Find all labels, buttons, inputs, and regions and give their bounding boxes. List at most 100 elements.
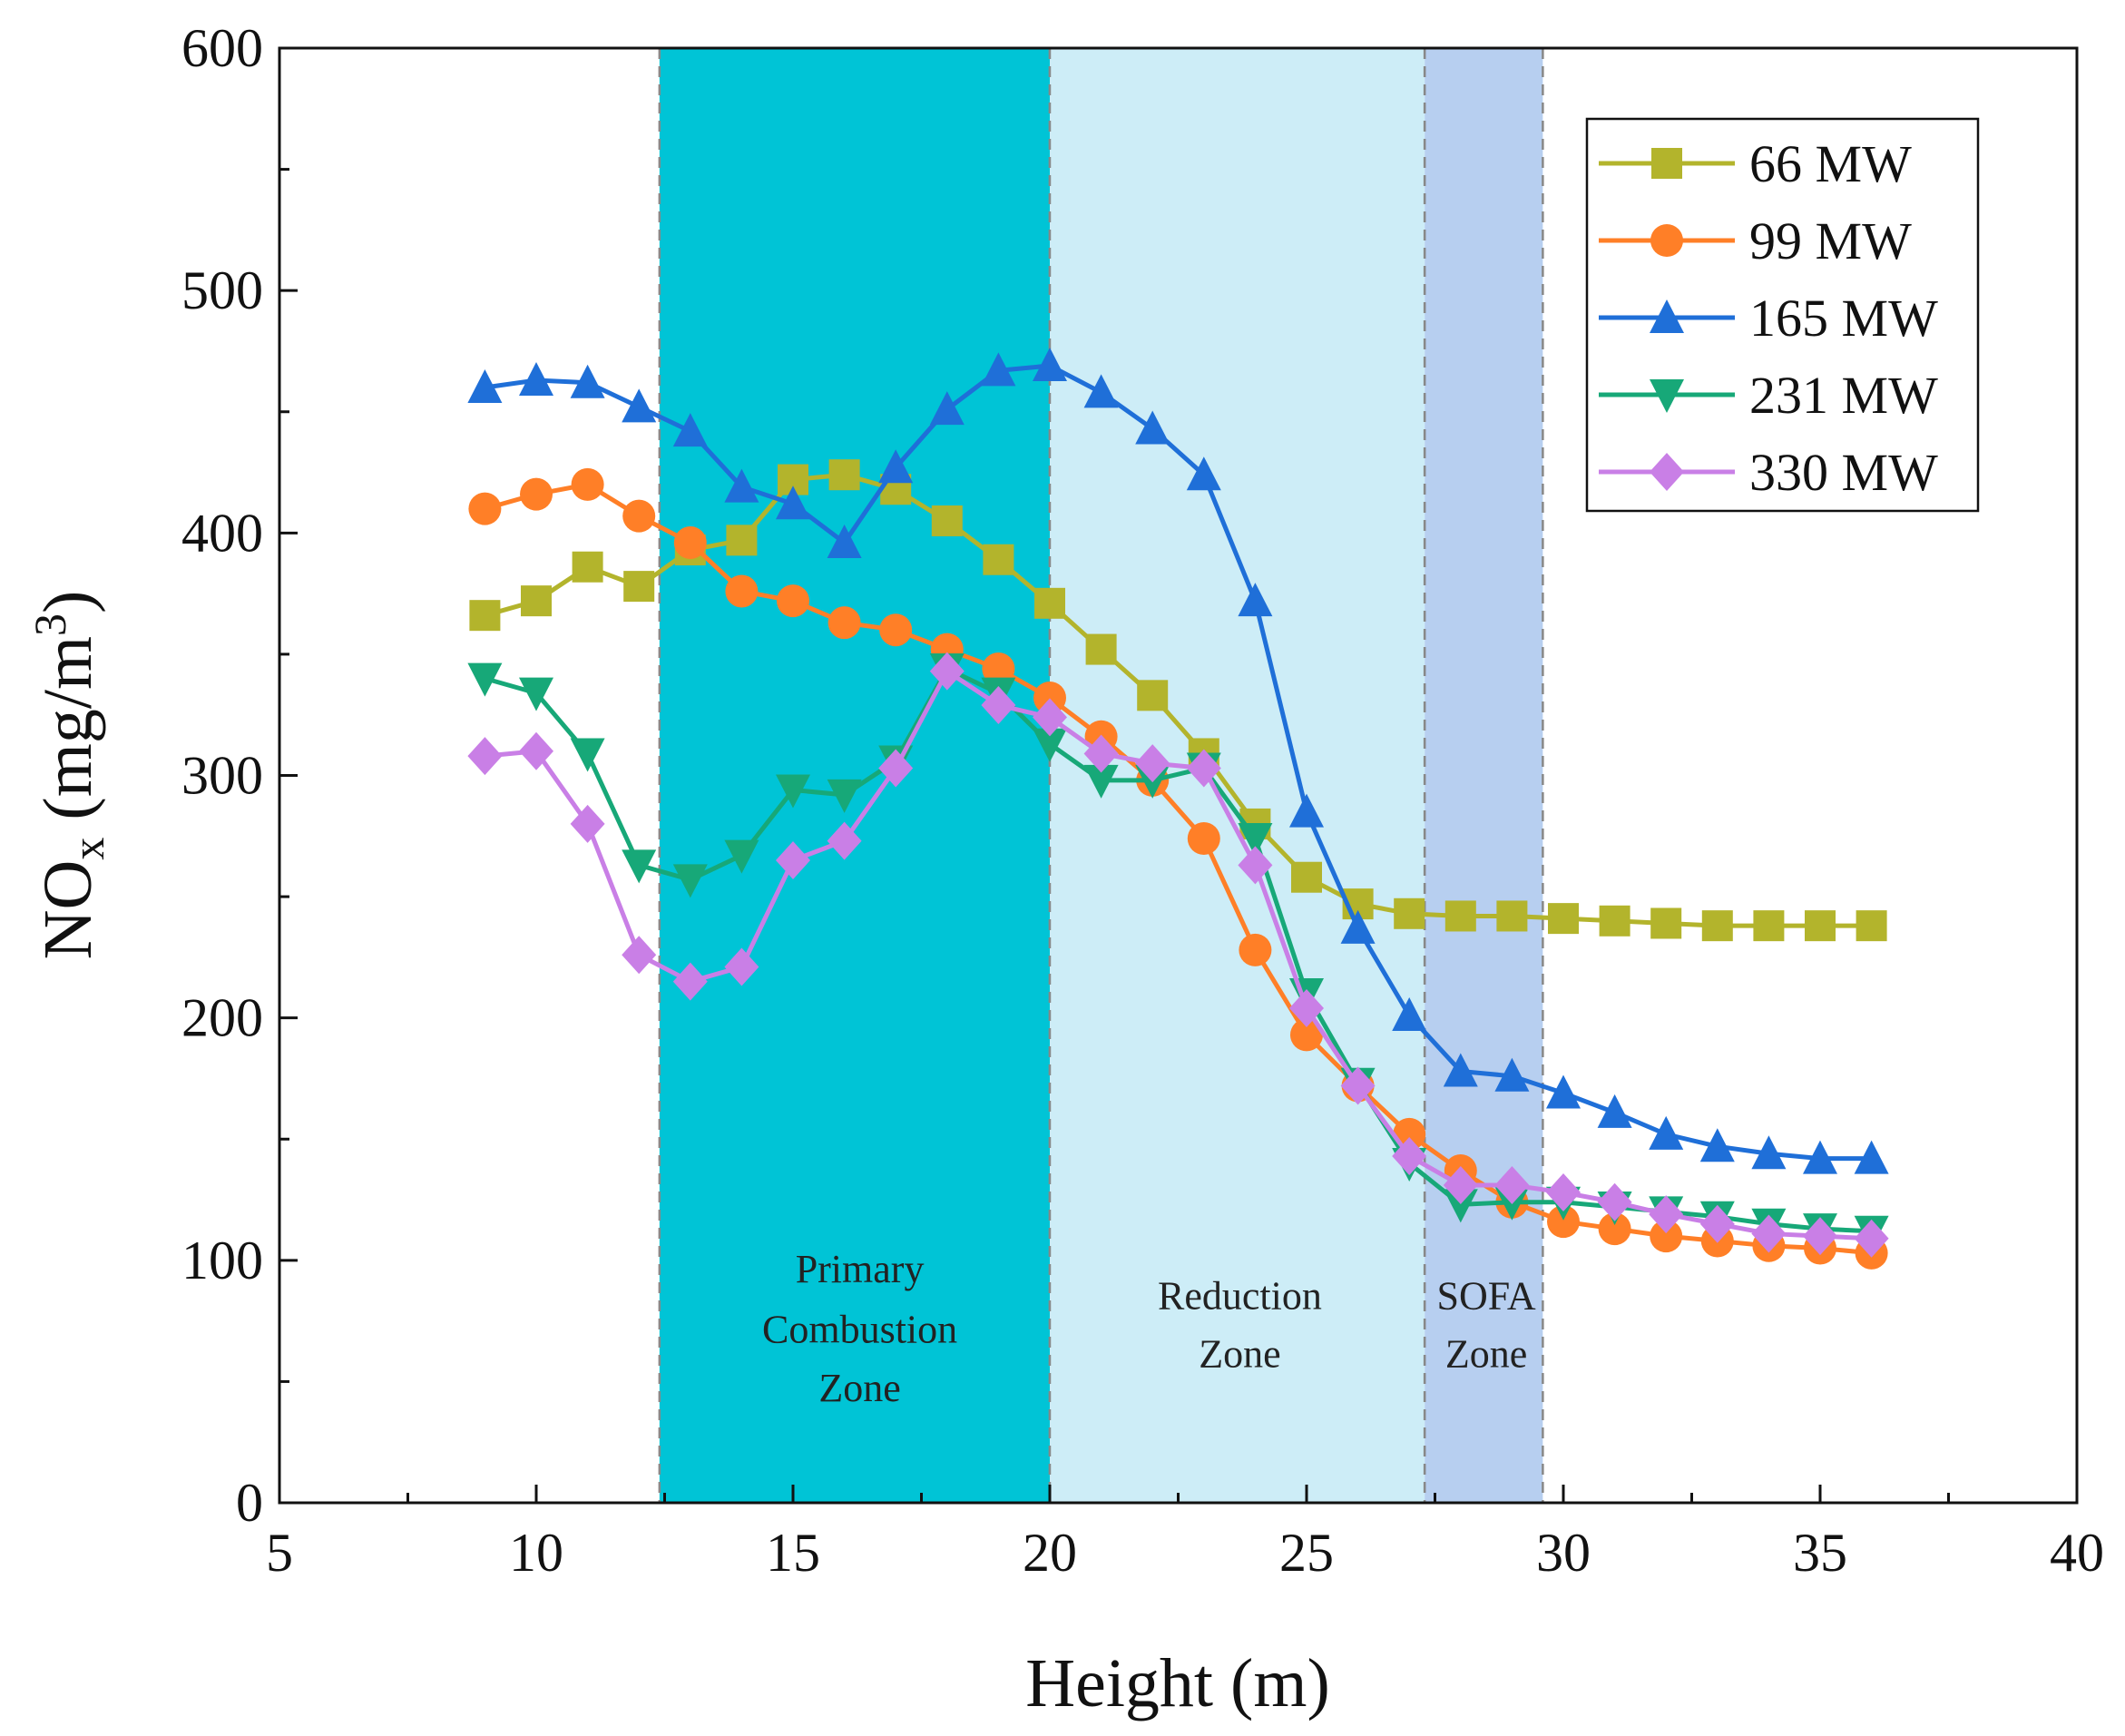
data-point xyxy=(672,962,708,1001)
plot-frame xyxy=(278,46,2079,1505)
data-point xyxy=(1034,587,1065,619)
data-point xyxy=(1444,900,1476,932)
legend-label: 66 MW xyxy=(1749,134,1912,193)
x-tick-label: 30 xyxy=(1536,1523,1591,1583)
data-point xyxy=(1805,910,1836,942)
data-point xyxy=(1239,933,1272,966)
y-tick-label: 200 xyxy=(181,988,263,1048)
zone-band xyxy=(1425,48,1543,1503)
data-point xyxy=(1186,456,1221,491)
data-point xyxy=(673,526,707,560)
y-tick-label: 500 xyxy=(181,260,263,320)
data-point xyxy=(1753,910,1785,942)
data-point xyxy=(572,551,603,583)
data-point xyxy=(1598,1212,1631,1246)
data-point xyxy=(1650,907,1682,939)
data-point xyxy=(1751,1135,1787,1170)
data-point xyxy=(571,467,604,501)
x-tick-label: 5 xyxy=(266,1523,293,1583)
series-line xyxy=(485,668,1872,1241)
data-point xyxy=(622,499,656,533)
data-point xyxy=(931,505,963,536)
data-point xyxy=(1289,988,1324,1027)
data-point xyxy=(981,686,1016,725)
data-point xyxy=(929,652,965,691)
x-tick-label: 40 xyxy=(2050,1523,2104,1583)
data-point xyxy=(1238,846,1273,885)
series-line xyxy=(485,363,1872,1162)
data-point xyxy=(827,779,862,813)
data-point xyxy=(468,492,502,525)
data-point xyxy=(519,362,553,397)
series-line xyxy=(484,472,1872,928)
data-point xyxy=(1854,1140,1889,1174)
y-tick-label: 600 xyxy=(181,18,263,78)
data-point xyxy=(1803,1140,1837,1174)
data-series xyxy=(467,347,1889,1270)
data-point xyxy=(1803,1217,1837,1256)
data-point xyxy=(725,574,759,608)
legend-marker xyxy=(1651,148,1682,179)
data-point xyxy=(1494,1166,1530,1205)
data-point xyxy=(1290,1018,1323,1052)
data-point xyxy=(1856,910,1887,942)
data-point xyxy=(1650,1220,1683,1253)
data-point xyxy=(622,388,657,423)
series-330-mw xyxy=(467,652,1889,1258)
data-point xyxy=(519,731,553,770)
zone-label: SOFA xyxy=(1436,1273,1535,1318)
legend-marker xyxy=(1650,299,1684,333)
data-point xyxy=(1649,1195,1684,1234)
data-point xyxy=(1546,1074,1581,1109)
data-point xyxy=(724,947,759,986)
zone-label: Combustion xyxy=(762,1308,957,1352)
data-point xyxy=(467,369,503,404)
data-point xyxy=(570,738,605,772)
data-point xyxy=(1083,374,1119,408)
legend-marker xyxy=(1650,224,1683,257)
data-point xyxy=(827,606,861,640)
data-point xyxy=(777,584,809,618)
data-point xyxy=(981,352,1016,387)
data-point xyxy=(982,652,1015,685)
data-point xyxy=(1238,583,1273,617)
data-point xyxy=(570,804,605,843)
data-point xyxy=(1083,734,1119,773)
data-point xyxy=(776,485,810,520)
data-point xyxy=(724,468,759,503)
data-point xyxy=(1649,1115,1684,1150)
data-point xyxy=(1033,728,1067,762)
data-point xyxy=(776,774,810,809)
data-point xyxy=(1238,822,1273,857)
data-point xyxy=(1699,1128,1735,1162)
data-point xyxy=(1599,905,1630,937)
data-point xyxy=(570,364,605,398)
data-point xyxy=(1083,764,1119,799)
data-point xyxy=(1033,347,1067,381)
series-66-mw xyxy=(469,459,1887,942)
data-point xyxy=(623,571,655,603)
data-point xyxy=(622,849,657,884)
data-point xyxy=(828,459,860,491)
data-point xyxy=(724,839,759,874)
data-point xyxy=(1186,749,1221,788)
data-point xyxy=(1033,698,1067,737)
data-point xyxy=(1854,1219,1889,1258)
data-point xyxy=(776,841,810,880)
data-point xyxy=(1187,821,1220,855)
x-tick-label: 25 xyxy=(1279,1523,1334,1583)
data-point xyxy=(1548,903,1579,935)
data-point xyxy=(1597,1182,1632,1221)
data-point xyxy=(622,936,657,975)
data-point xyxy=(1701,910,1733,942)
y-tick-label: 100 xyxy=(181,1231,263,1290)
data-point xyxy=(1291,861,1322,893)
legend-label: 231 MW xyxy=(1749,366,1938,425)
legend-marker xyxy=(1650,453,1684,491)
data-point xyxy=(1392,1136,1427,1175)
data-point xyxy=(1289,793,1324,828)
data-point xyxy=(827,821,862,860)
x-tick-label: 20 xyxy=(1023,1523,1077,1583)
